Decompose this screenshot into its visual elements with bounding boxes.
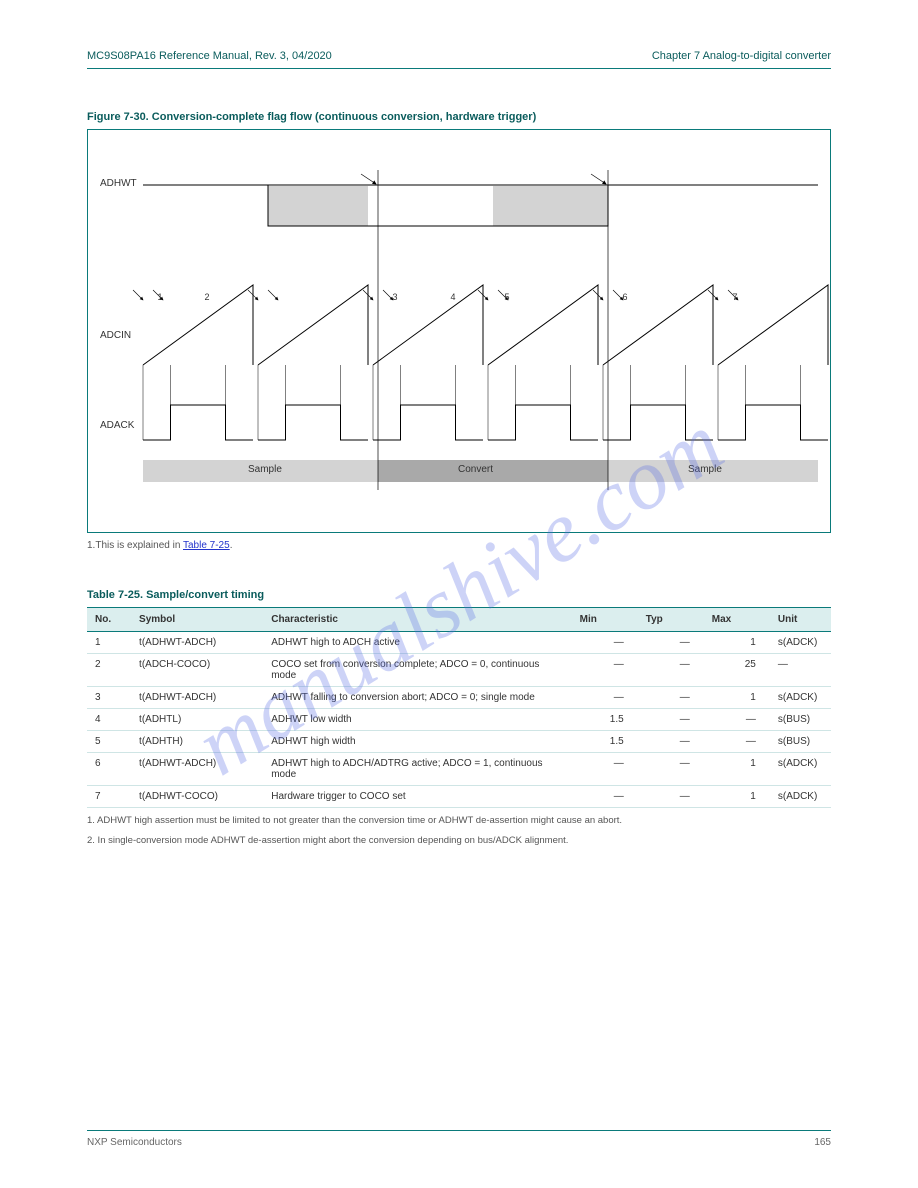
t4: 4: [446, 292, 460, 302]
bar-convert: Convert: [458, 464, 493, 475]
table-row: 6t(ADHWT-ADCH)ADHWT high to ADCH/ADTRG a…: [87, 753, 831, 786]
table-caption: Table 7-25. Sample/convert timing: [87, 589, 831, 601]
table-header-row: No. Symbol Characteristic Min Typ Max Un…: [87, 608, 831, 632]
label-adhwt: ADHWT: [100, 178, 137, 189]
t1: 1: [153, 292, 167, 302]
page-footer: NXP Semiconductors 165: [87, 1130, 831, 1148]
fn-prefix: 1.This is explained in: [87, 540, 183, 551]
fn-suffix: .: [230, 540, 233, 551]
header-title: MC9S08PA16 Reference Manual, Rev. 3, 04/…: [87, 50, 332, 62]
t5: 5: [500, 292, 514, 302]
t7: 7: [728, 292, 742, 302]
figure-caption: Figure 7-30. Conversion-complete flag fl…: [87, 111, 831, 123]
table-row: 4t(ADHTL)ADHWT low width1.5——s(BUS): [87, 709, 831, 731]
t3: 3: [388, 292, 402, 302]
table-footnote-2: 2. In single-conversion mode ADHWT de-as…: [87, 834, 831, 848]
header-chapter: Chapter 7 Analog-to-digital converter: [652, 50, 831, 62]
figure-box: ADHWT ADCIN ADACK 1 2 3 5 4 6 7 Sample C…: [87, 129, 831, 533]
t2: 2: [200, 292, 214, 302]
t6: 6: [618, 292, 632, 302]
figure-footnote-link[interactable]: Table 7-25: [183, 540, 230, 551]
footer-company: NXP Semiconductors: [87, 1137, 182, 1148]
table-footnote-1: 1. ADHWT high assertion must be limited …: [87, 814, 831, 828]
figure-footnote: 1.This is explained in Table 7-25.: [87, 539, 831, 553]
page-content: MC9S08PA16 Reference Manual, Rev. 3, 04/…: [87, 50, 831, 849]
table-row: 1t(ADHWT-ADCH)ADHWT high to ADCH active—…: [87, 632, 831, 654]
bar-sample: Sample: [248, 464, 282, 475]
table-row: 7t(ADHWT-COCO)Hardware trigger to COCO s…: [87, 786, 831, 808]
table-row: 5t(ADHTH)ADHWT high width1.5——s(BUS): [87, 731, 831, 753]
label-adack: ADACK: [100, 420, 134, 431]
page-header: MC9S08PA16 Reference Manual, Rev. 3, 04/…: [87, 50, 831, 69]
spec-table: No. Symbol Characteristic Min Typ Max Un…: [87, 607, 831, 808]
bar-sample2: Sample: [688, 464, 722, 475]
label-adcin: ADCIN: [100, 330, 131, 341]
table-row: 3t(ADHWT-ADCH)ADHWT falling to conversio…: [87, 687, 831, 709]
footer-page: 165: [814, 1137, 831, 1148]
table-row: 2t(ADCH-COCO)COCO set from conversion co…: [87, 654, 831, 687]
